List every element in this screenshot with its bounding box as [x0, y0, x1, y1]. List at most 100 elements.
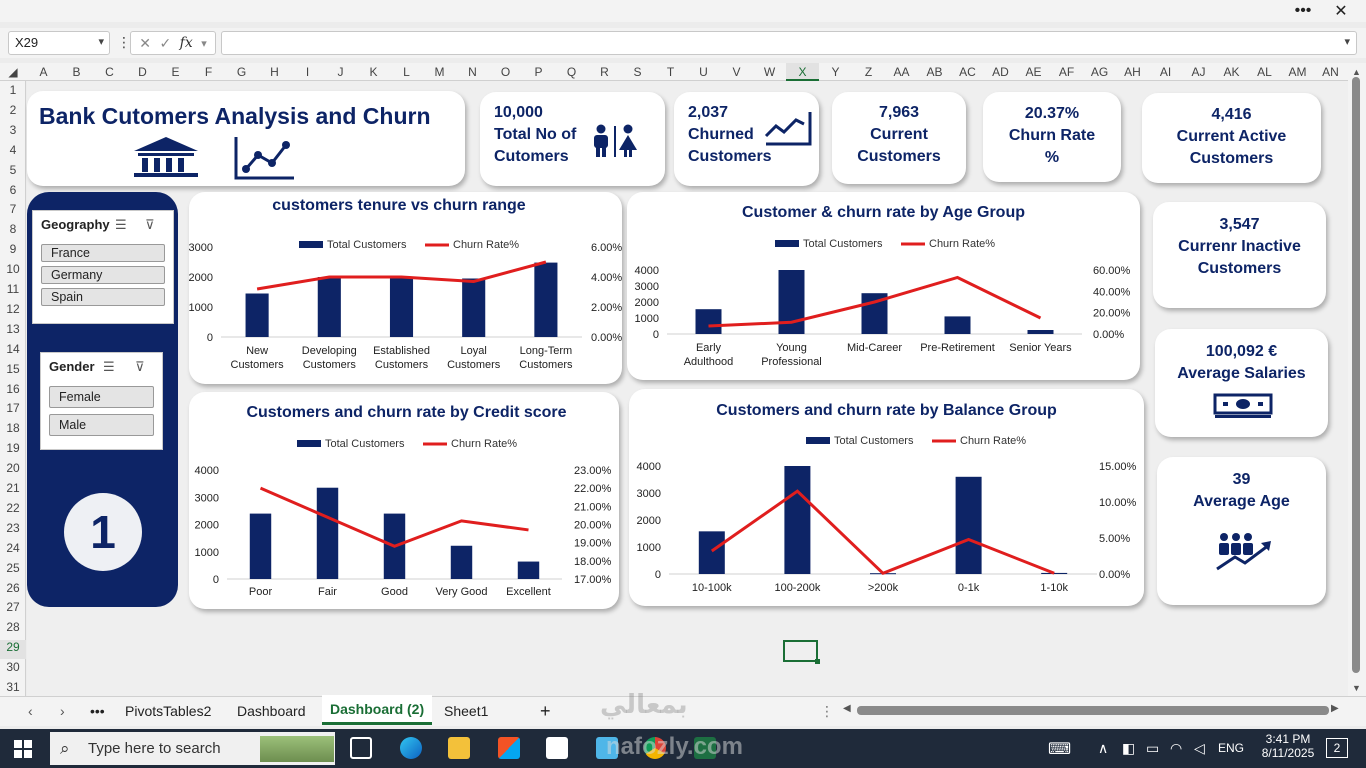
row-header[interactable]: 6: [9, 182, 17, 197]
column-header[interactable]: B: [72, 65, 81, 79]
row-header[interactable]: 2: [9, 102, 17, 117]
tab-more-button[interactable]: •••: [90, 703, 105, 719]
column-header[interactable]: AF: [1058, 65, 1075, 79]
volume-icon[interactable]: ◁: [1194, 740, 1205, 756]
row-header[interactable]: 22: [6, 500, 20, 515]
enter-icon[interactable]: ✓: [159, 34, 172, 51]
row-header[interactable]: 20: [6, 461, 20, 476]
notification-center-icon[interactable]: 2: [1326, 738, 1348, 758]
fill-handle[interactable]: [815, 659, 820, 664]
column-header[interactable]: Z: [864, 65, 873, 79]
column-header[interactable]: AM: [1288, 65, 1307, 79]
row-header[interactable]: 24: [6, 540, 20, 555]
row-header[interactable]: 19: [6, 441, 20, 456]
row-header[interactable]: 29: [0, 640, 26, 660]
vertical-scroll-thumb[interactable]: [1352, 77, 1360, 673]
slicer-item-spain[interactable]: Spain: [41, 288, 165, 306]
mail-icon[interactable]: [546, 737, 568, 759]
column-header[interactable]: AJ: [1191, 65, 1206, 79]
add-sheet-button[interactable]: +: [540, 701, 551, 721]
tab-sheet1[interactable]: Sheet1: [444, 703, 489, 719]
column-header[interactable]: P: [534, 65, 543, 79]
column-header[interactable]: W: [763, 65, 776, 79]
wifi-icon[interactable]: ◠: [1170, 740, 1183, 756]
row-header[interactable]: 28: [6, 620, 20, 635]
column-header[interactable]: E: [171, 65, 180, 79]
row-header[interactable]: 14: [6, 341, 20, 356]
column-header[interactable]: Y: [831, 65, 840, 79]
more-options-icon[interactable]: •••: [1294, 2, 1312, 19]
clear-filter-icon[interactable]: ⊽: [145, 217, 155, 232]
vertical-scrollbar[interactable]: ▲ ▼: [1348, 63, 1366, 696]
column-header[interactable]: AH: [1124, 65, 1141, 79]
column-header[interactable]: J: [337, 65, 344, 79]
tab-dashboard[interactable]: Dashboard: [237, 703, 306, 719]
chevron-up-icon[interactable]: ∧: [1098, 740, 1109, 756]
selected-cell[interactable]: [783, 640, 818, 662]
column-header[interactable]: T: [666, 65, 675, 79]
column-header[interactable]: O: [500, 65, 511, 79]
slicer-item-germany[interactable]: Germany: [41, 266, 165, 284]
row-header[interactable]: 12: [6, 301, 20, 316]
row-header[interactable]: 21: [6, 481, 20, 495]
multi-select-icon[interactable]: ☰: [103, 359, 115, 374]
edge-browser-icon[interactable]: [400, 737, 422, 759]
tab-dashboard-2[interactable]: Dashboard (2): [322, 695, 433, 725]
battery-icon[interactable]: ▭: [1146, 740, 1160, 756]
network-icon[interactable]: ◧: [1122, 740, 1136, 756]
chevron-down-icon[interactable]: ▾: [201, 37, 207, 50]
vertical-dots-icon[interactable]: ⋮: [117, 34, 131, 50]
column-header[interactable]: AC: [959, 65, 976, 79]
row-header[interactable]: 15: [6, 361, 20, 376]
formula-input[interactable]: ▾: [221, 31, 1357, 55]
tab-pivotstables2[interactable]: PivotsTables2: [125, 703, 212, 719]
row-header[interactable]: 1: [9, 83, 17, 97]
windows-start-icon[interactable]: [14, 740, 32, 758]
row-header[interactable]: 30: [6, 660, 20, 675]
horizontal-scroll-thumb[interactable]: [857, 706, 1329, 715]
slicer-item-male[interactable]: Male: [49, 414, 154, 436]
slicer-item-france[interactable]: France: [41, 244, 165, 262]
row-header[interactable]: 16: [6, 381, 20, 396]
taskbar-search-input[interactable]: ⌕ Type here to search: [50, 732, 335, 765]
column-header[interactable]: AN: [1322, 65, 1339, 79]
column-header[interactable]: S: [633, 65, 642, 79]
scroll-down-icon[interactable]: ▼: [1352, 683, 1361, 693]
file-explorer-icon[interactable]: [448, 737, 470, 759]
tab-scroll-left-icon[interactable]: ‹: [28, 703, 33, 719]
column-header[interactable]: AB: [926, 65, 943, 79]
name-box[interactable]: X29 ▾: [8, 31, 110, 55]
slicer-item-female[interactable]: Female: [49, 386, 154, 408]
row-header[interactable]: 27: [6, 600, 20, 615]
row-header[interactable]: 3: [9, 122, 17, 137]
store-icon[interactable]: [498, 737, 520, 759]
row-header[interactable]: 17: [6, 401, 20, 416]
row-header[interactable]: 31: [6, 680, 20, 694]
column-header[interactable]: U: [699, 65, 708, 79]
column-header[interactable]: AG: [1090, 65, 1109, 79]
select-all-corner[interactable]: ◢: [8, 65, 18, 79]
insert-function-button[interactable]: fx: [179, 35, 193, 51]
column-header[interactable]: I: [305, 65, 310, 79]
row-header[interactable]: 10: [6, 262, 20, 277]
clear-filter-icon[interactable]: ⊽: [135, 359, 145, 374]
row-header[interactable]: 4: [9, 142, 17, 157]
column-header[interactable]: G: [236, 65, 247, 79]
column-header[interactable]: X: [786, 63, 819, 81]
cancel-icon[interactable]: ✕: [139, 34, 151, 51]
column-header[interactable]: AK: [1223, 65, 1240, 79]
row-header[interactable]: 8: [9, 222, 17, 237]
chevron-down-icon[interactable]: ▾: [98, 36, 104, 48]
column-header[interactable]: H: [270, 65, 279, 79]
column-header[interactable]: L: [403, 65, 410, 79]
column-header[interactable]: Q: [566, 65, 577, 79]
column-header[interactable]: AA: [893, 65, 910, 79]
column-header[interactable]: D: [138, 65, 147, 79]
scroll-left-icon[interactable]: ◀: [843, 703, 851, 714]
column-header[interactable]: R: [600, 65, 609, 79]
row-header[interactable]: 18: [6, 421, 20, 436]
row-header[interactable]: 9: [9, 242, 17, 257]
column-header[interactable]: C: [105, 65, 114, 79]
row-header[interactable]: 13: [6, 321, 20, 336]
column-header[interactable]: M: [434, 65, 445, 79]
